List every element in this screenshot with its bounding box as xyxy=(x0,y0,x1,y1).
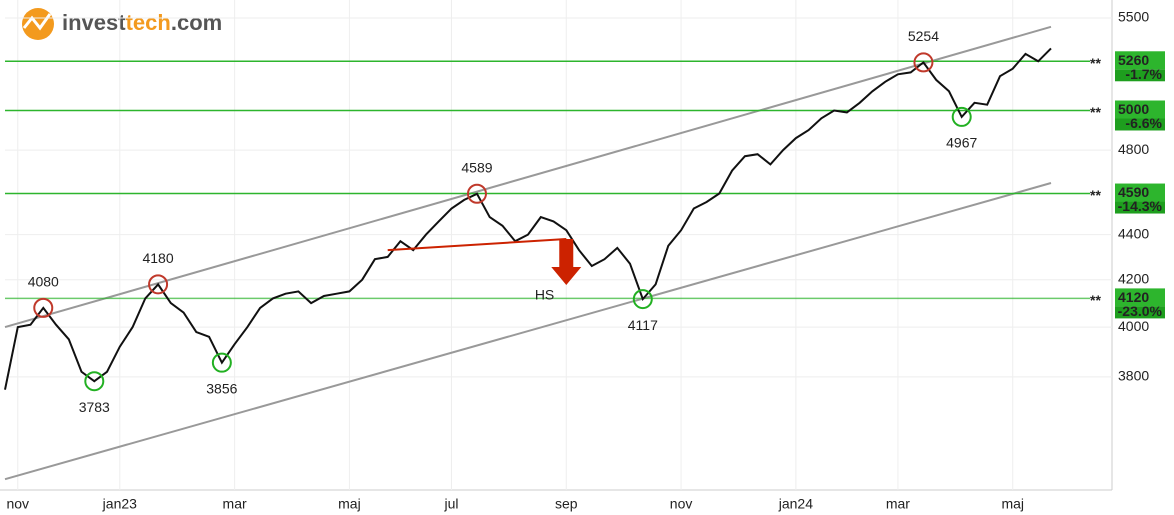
x-tick-label: maj xyxy=(1001,496,1024,512)
level-box xyxy=(1115,100,1165,119)
neckline xyxy=(387,238,567,252)
x-tick-label: jul xyxy=(443,496,458,512)
level-label: 4590 xyxy=(1118,184,1149,200)
pattern-label: HS xyxy=(535,287,554,303)
extreme-circle xyxy=(466,183,487,204)
level-change-box xyxy=(1115,69,1165,82)
level-change-label: -14.3% xyxy=(1118,198,1163,214)
level-change-label: -23.0% xyxy=(1118,303,1163,319)
x-tick-label: jan23 xyxy=(102,496,137,512)
logo-com: .com xyxy=(171,10,222,35)
y-tick-label: 4000 xyxy=(1118,318,1149,334)
logo-invest: invest xyxy=(62,10,126,35)
y-tick-label: 4200 xyxy=(1118,270,1149,286)
logo-tech: tech xyxy=(126,10,171,35)
channel-line xyxy=(4,25,1052,329)
level-change-box xyxy=(1115,201,1165,214)
level-change-label: -1.7% xyxy=(1125,66,1162,82)
extreme-circle xyxy=(211,352,232,373)
x-tick-label: nov xyxy=(6,496,29,512)
x-tick-label: nov xyxy=(670,496,693,512)
extreme-circle xyxy=(951,106,972,127)
extreme-circle xyxy=(33,297,54,318)
x-tick-label: mar xyxy=(223,496,247,512)
y-tick-label: 4400 xyxy=(1118,225,1149,241)
y-tick-label: 3800 xyxy=(1118,368,1149,384)
pattern-arrow xyxy=(551,238,582,285)
level-label: 5260 xyxy=(1118,52,1149,68)
level-label: 4120 xyxy=(1118,289,1149,305)
extreme-label: 3856 xyxy=(206,380,237,396)
level-change-box xyxy=(1115,118,1165,131)
x-tick-label: maj xyxy=(338,496,361,512)
x-tick-label: mar xyxy=(886,496,910,512)
level-box xyxy=(1115,288,1165,307)
y-tick-label: 4800 xyxy=(1118,141,1149,157)
extreme-label: 4080 xyxy=(28,274,59,290)
level-marker: ** xyxy=(1090,187,1101,203)
logo-icon-line xyxy=(22,13,52,31)
price-line xyxy=(4,47,1052,390)
logo: investtech.com xyxy=(22,8,222,40)
extreme-label: 4589 xyxy=(461,159,492,175)
extreme-label: 4967 xyxy=(946,135,977,151)
level-marker: ** xyxy=(1090,55,1101,71)
x-tick-label: sep xyxy=(555,496,578,512)
extreme-label: 3783 xyxy=(79,399,110,415)
y-tick-label: 5500 xyxy=(1118,9,1149,25)
level-change-label: -6.6% xyxy=(1125,115,1162,131)
extreme-circle xyxy=(632,289,653,310)
level-change-box xyxy=(1115,306,1165,319)
extreme-circle xyxy=(84,371,105,392)
level-marker: ** xyxy=(1090,104,1101,120)
level-marker: ** xyxy=(1090,292,1101,308)
extreme-label: 4180 xyxy=(142,250,173,266)
extreme-label: 4117 xyxy=(628,317,658,333)
extreme-circle xyxy=(913,52,934,73)
channel-line xyxy=(4,182,1052,481)
extreme-circle xyxy=(148,274,169,295)
x-tick-label: jan24 xyxy=(778,496,813,512)
level-box xyxy=(1115,51,1165,70)
level-box xyxy=(1115,183,1165,202)
logo-text: investtech.com xyxy=(62,10,222,35)
extreme-label: 5254 xyxy=(908,28,939,44)
level-label: 5000 xyxy=(1118,101,1149,117)
